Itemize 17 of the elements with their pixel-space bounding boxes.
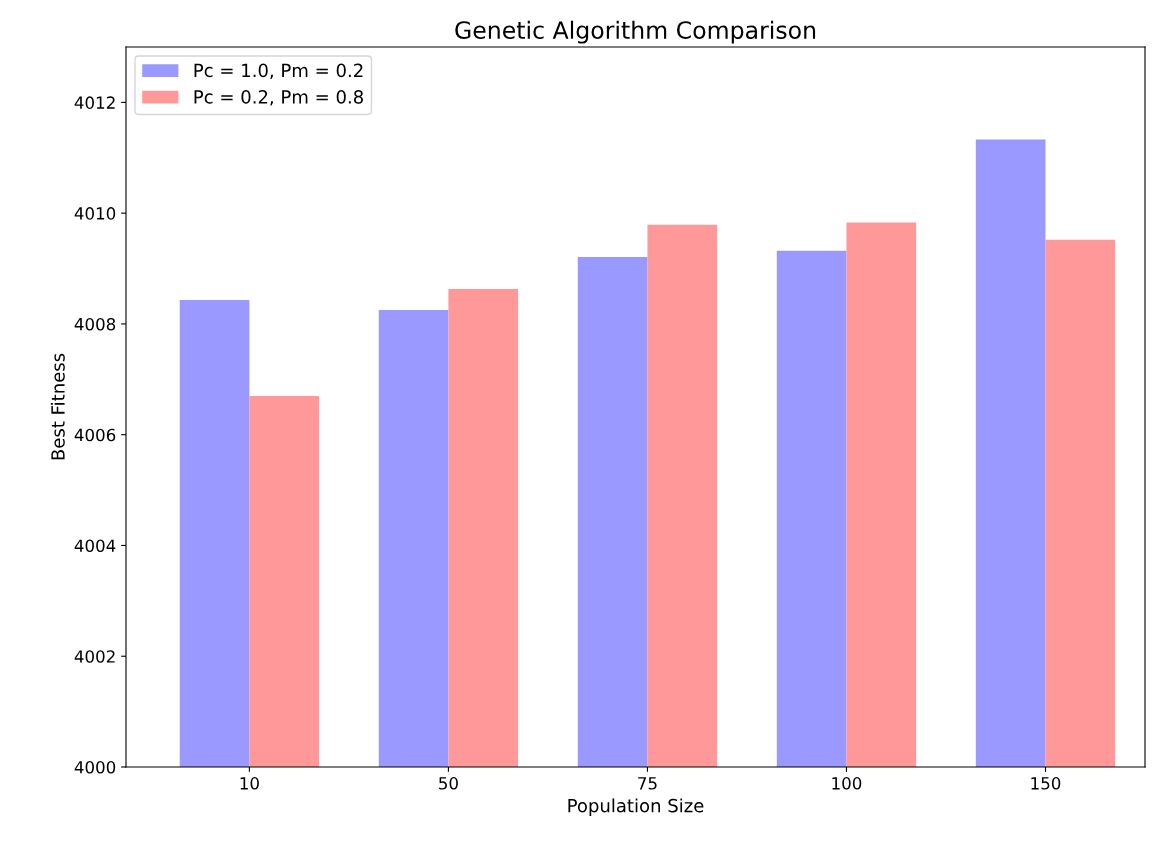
legend-label: Pc = 1.0, Pm = 0.2 — [194, 63, 363, 80]
y-tick-label: 4012 — [74, 96, 115, 109]
legend-label: Pc = 0.2, Pm = 0.8 — [194, 90, 363, 106]
y-axis-title: Best Fitness — [50, 353, 65, 460]
y-tick-label: 4000 — [74, 760, 116, 774]
y-tick-label: 4004 — [74, 539, 116, 553]
chart-title: Genetic Algorithm Comparison — [455, 20, 816, 44]
y-tick-label: 4006 — [74, 428, 116, 442]
x-tick-label: 100 — [832, 777, 862, 790]
x-tick-label: 10 — [240, 777, 259, 790]
x-axis-title: Population Size — [568, 798, 704, 816]
x-tick-label: 150 — [1031, 777, 1061, 790]
x-tick-label: 75 — [638, 777, 657, 790]
y-tick-label: 4002 — [74, 650, 115, 663]
y-tick-label: 4008 — [74, 317, 116, 331]
x-tick-label: 50 — [439, 777, 458, 790]
y-tick-label: 4010 — [74, 207, 116, 220]
